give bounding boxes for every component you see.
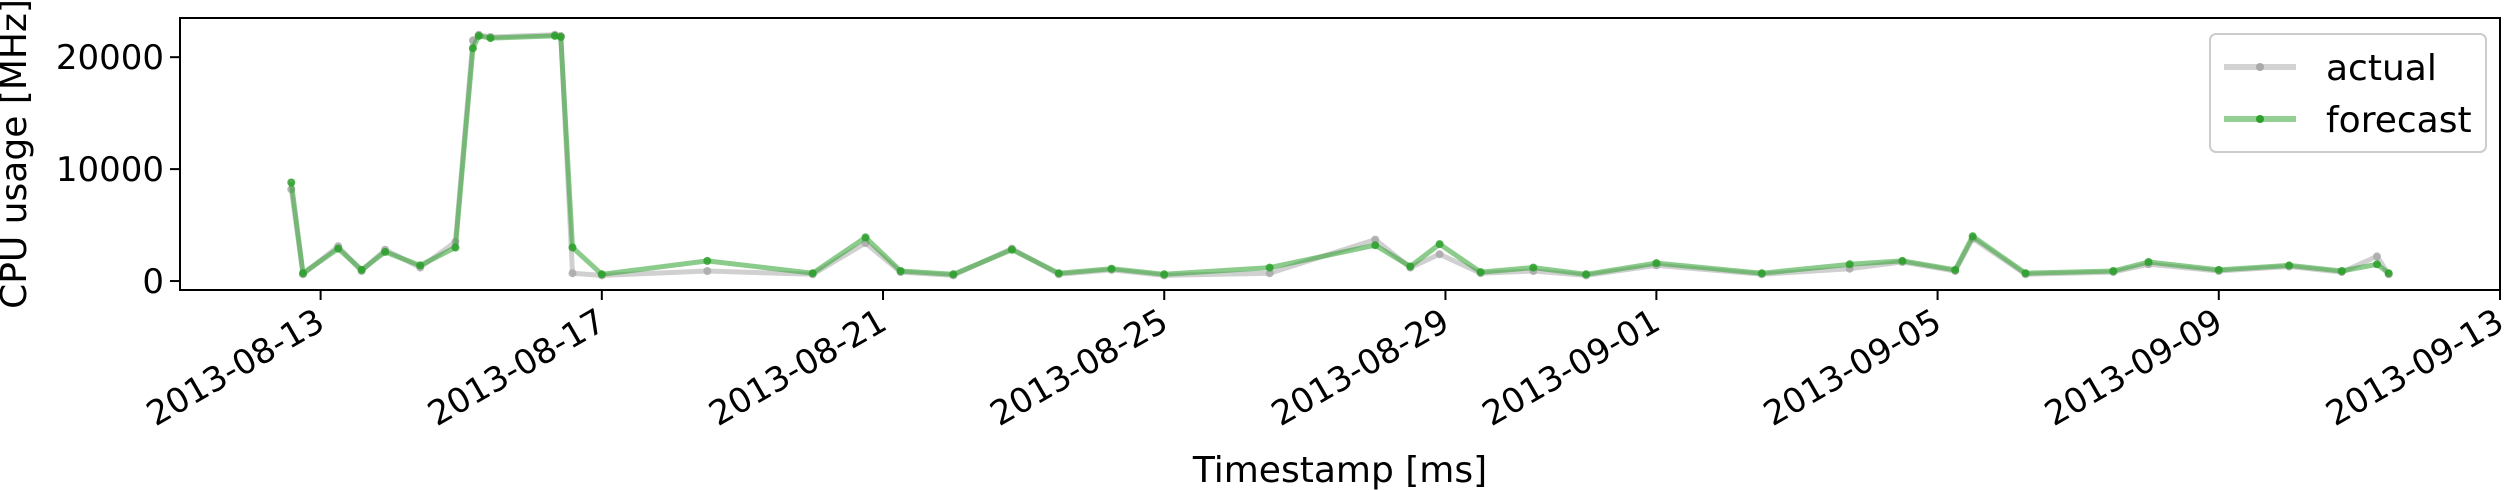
data-point-forecast (287, 178, 296, 187)
data-point-forecast (2214, 265, 2223, 274)
x-tick-label: 2013-08-21 (702, 301, 893, 434)
data-point-forecast (1107, 264, 1116, 273)
data-point-forecast (949, 270, 958, 279)
data-point-forecast (1898, 256, 1907, 265)
data-point-forecast (2144, 258, 2153, 266)
data-point-forecast (1951, 265, 1960, 274)
data-point-forecast (1476, 268, 1485, 277)
data-point-forecast (1265, 263, 1274, 272)
legend: actual forecast (2209, 33, 2487, 153)
data-point-forecast (808, 269, 817, 278)
data-point-forecast (334, 244, 343, 253)
y-axis-label: CPU usage [MHz] (0, 0, 35, 309)
data-point-forecast (550, 31, 559, 40)
y-tick-label: 0 (142, 262, 164, 302)
x-tick-label: 2013-09-13 (2319, 301, 2504, 434)
y-axis-ticks: 0 10000 20000 (56, 38, 180, 302)
data-point-forecast (2021, 269, 2030, 278)
x-tick-label: 2013-09-01 (1476, 301, 1667, 434)
data-point-forecast (1652, 259, 1661, 268)
data-point-forecast (2373, 260, 2381, 269)
data-point-forecast (2285, 261, 2294, 270)
x-tick-label: 2013-08-13 (140, 301, 331, 434)
series-forecast (287, 31, 2393, 279)
data-point-actual (1265, 269, 1274, 278)
data-point-forecast (416, 261, 425, 270)
data-point-forecast (486, 34, 495, 43)
data-point-forecast (597, 270, 606, 279)
data-point-forecast (468, 44, 477, 53)
x-axis-label: Timestamp [ms] (1192, 450, 1487, 490)
x-axis-ticks: 2013-08-13 2013-08-17 2013-08-21 2013-08-25… (140, 290, 2504, 435)
plot-frame (179, 17, 2501, 291)
data-point-forecast (1757, 269, 1766, 278)
data-point-forecast (381, 247, 390, 256)
x-tick-label: 2013-08-17 (421, 301, 612, 434)
data-point-actual (1371, 235, 1380, 244)
data-point-forecast (299, 269, 307, 278)
x-tick-label: 2013-09-09 (2038, 301, 2229, 434)
data-point-forecast (1007, 245, 1016, 254)
data-point-forecast (1054, 269, 1063, 278)
legend-label-actual: actual (2326, 48, 2437, 89)
data-point-forecast (1435, 240, 1444, 249)
legend-marker-actual (2256, 63, 2264, 71)
data-point-forecast (1529, 263, 1538, 272)
data-point-forecast (1968, 232, 1977, 241)
data-point-forecast (2337, 267, 2346, 275)
data-point-forecast (2384, 269, 2393, 278)
legend-box (2209, 33, 2487, 153)
x-tick-label: 2013-08-25 (984, 301, 1175, 434)
y-tick-label: 10000 (56, 150, 164, 190)
data-point-forecast (703, 256, 712, 265)
data-point-forecast (451, 243, 460, 252)
x-tick-label: 2013-08-29 (1265, 301, 1456, 434)
data-point-actual (2373, 252, 2381, 261)
data-point-forecast (1406, 262, 1415, 271)
data-point-forecast (568, 243, 577, 252)
data-point-actual (568, 269, 577, 278)
legend-label-forecast: forecast (2326, 100, 2472, 141)
data-point-forecast (896, 267, 905, 275)
data-point-actual (703, 267, 712, 275)
data-point-forecast (2109, 267, 2118, 275)
x-tick-label: 2013-09-05 (1757, 301, 1948, 434)
data-point-forecast (861, 233, 870, 242)
data-point-forecast (357, 265, 366, 274)
data-point-forecast (1160, 270, 1169, 279)
data-point-forecast (556, 33, 565, 41)
legend-marker-forecast (2256, 115, 2264, 123)
data-point-forecast (1371, 241, 1380, 250)
data-point-forecast (474, 31, 483, 40)
y-tick-label: 20000 (56, 38, 164, 78)
data-point-forecast (1845, 260, 1854, 269)
data-point-actual (1435, 250, 1444, 259)
data-point-forecast (1582, 270, 1591, 279)
